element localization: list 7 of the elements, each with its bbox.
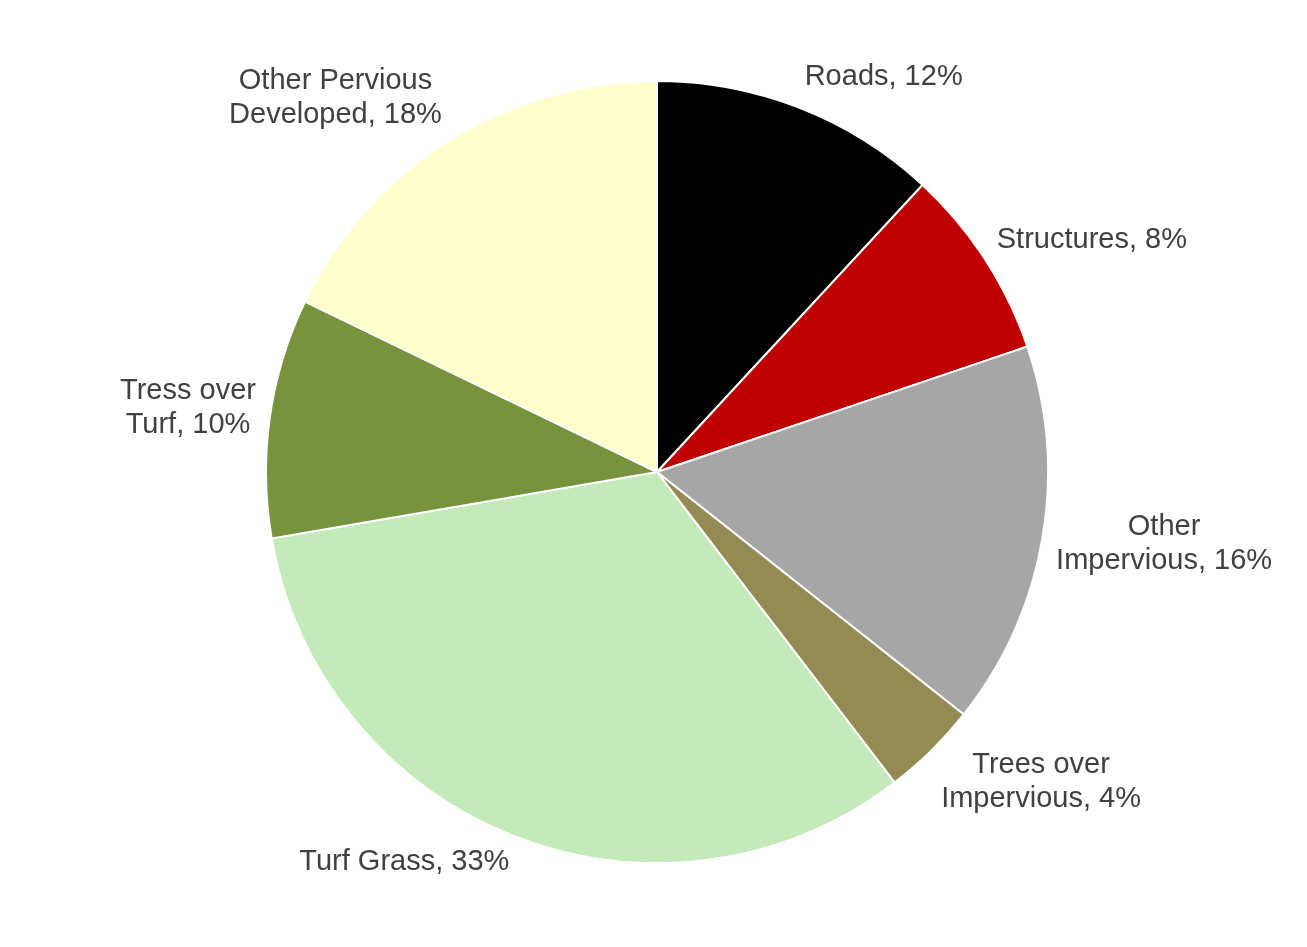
slice-label: Structures, 8% [996, 221, 1187, 254]
slice-label: Tress over Turf, 10% [120, 373, 257, 440]
slice-label: Turf Grass, 33% [299, 844, 510, 877]
slice-label: Trees over Impervious, 4% [941, 747, 1141, 814]
slice-label: Other Pervious Developed, 18% [229, 62, 442, 129]
slice-label: Roads, 12% [804, 58, 963, 91]
slice-label: Other Impervious, 16% [1056, 509, 1273, 576]
